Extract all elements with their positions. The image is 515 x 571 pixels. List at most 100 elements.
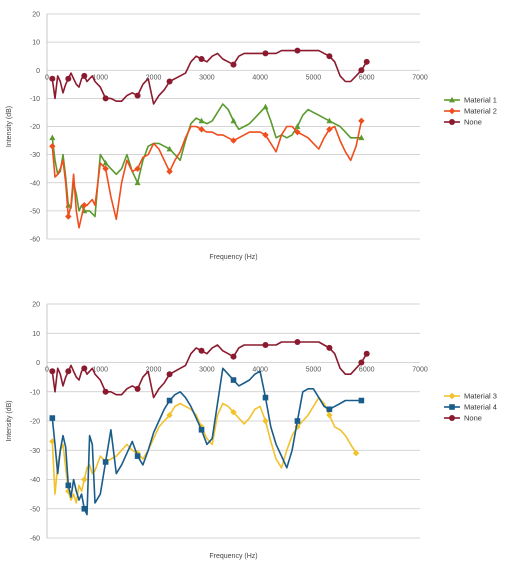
data-point <box>166 411 173 419</box>
data-point <box>65 75 72 82</box>
data-point <box>198 126 205 133</box>
data-point <box>81 202 88 209</box>
legend-label: Material 3 <box>464 392 497 401</box>
legend-marker <box>449 119 455 125</box>
data-point <box>49 75 56 82</box>
x-tick-label: 2000 <box>146 367 162 374</box>
chart-bottom: 20 10 0 -10 -20 -30 -40 -50 -60 0 1000 2000 3000 4000… <box>6 302 497 561</box>
data-point <box>166 168 173 175</box>
y-tick-label: -40 <box>30 477 40 484</box>
legend-marker <box>448 107 456 115</box>
data-point <box>134 92 141 99</box>
data-point <box>166 371 173 378</box>
data-point <box>49 368 56 375</box>
data-point <box>81 476 88 483</box>
x-tick-label: 3000 <box>199 367 215 374</box>
chart-top: 20 10 0 -10 -20 -30 -40 -50 -60 0 1000 2000 3000 4000… <box>6 12 497 262</box>
x-axis-title: Frequency (Hz) <box>209 254 257 261</box>
data-point <box>230 117 237 124</box>
data-point <box>294 47 301 54</box>
data-point <box>363 58 370 65</box>
series-material-4 <box>49 367 365 516</box>
data-point <box>262 394 269 401</box>
x-tick-label: 6000 <box>359 74 375 81</box>
data-point <box>166 78 173 85</box>
series-material-1 <box>49 103 365 218</box>
data-point <box>102 459 109 465</box>
data-point <box>358 359 365 366</box>
legend-marker <box>449 415 455 421</box>
y-tick-label: -30 <box>30 152 40 159</box>
legend-label: Material 2 <box>464 107 497 116</box>
data-point <box>294 128 301 136</box>
legend-label: Material 1 <box>464 96 497 105</box>
data-point <box>230 61 237 68</box>
legend-item: Material 3 <box>444 392 497 401</box>
y-tick-label: -10 <box>30 389 40 396</box>
legend-marker <box>449 404 455 410</box>
legend-marker <box>449 96 455 103</box>
data-point <box>358 134 365 141</box>
y-tick-label: -50 <box>30 506 40 513</box>
data-point <box>102 165 109 172</box>
x-tick-label: 4000 <box>252 367 268 374</box>
data-point <box>262 50 269 57</box>
data-point <box>198 117 205 124</box>
legend-item: Material 1 <box>444 96 497 105</box>
data-point <box>198 56 205 62</box>
data-point <box>49 142 56 150</box>
legend-label: None <box>464 414 482 423</box>
data-point <box>363 350 370 357</box>
series-material-2 <box>49 117 365 229</box>
x-axis-title: Frequency (Hz) <box>209 553 257 560</box>
data-point <box>326 53 333 60</box>
x-tick-label: 5000 <box>306 74 322 81</box>
data-point <box>230 377 237 383</box>
data-point <box>49 438 56 445</box>
series-line <box>51 120 363 229</box>
legend-label: Material 4 <box>464 403 497 412</box>
data-point <box>102 159 109 166</box>
data-point <box>358 397 365 404</box>
data-point <box>81 365 88 372</box>
data-point <box>262 417 269 425</box>
y-tick-label: 0 <box>36 360 40 367</box>
y-tick-label: 10 <box>32 40 40 47</box>
data-point <box>230 409 237 416</box>
data-point <box>326 406 333 413</box>
legend-item: None <box>444 414 482 423</box>
data-point <box>294 339 301 346</box>
x-tick-label: 5000 <box>306 367 322 374</box>
data-point <box>326 117 333 124</box>
data-point <box>134 453 141 459</box>
x-tick-label: 4000 <box>252 74 268 81</box>
data-point <box>230 353 237 360</box>
y-axis-title: Intensity (dB) <box>6 106 13 147</box>
data-point <box>352 449 360 457</box>
data-point <box>262 341 269 348</box>
data-point <box>102 95 109 102</box>
series-line <box>51 367 362 516</box>
data-point <box>166 397 173 404</box>
y-tick-label: -40 <box>30 180 40 187</box>
x-tick-label: 1000 <box>92 367 108 374</box>
data-point <box>49 134 56 141</box>
data-point <box>166 145 173 152</box>
data-point <box>65 482 72 489</box>
x-tick-label: 0 <box>45 74 49 81</box>
legend-item: Material 4 <box>444 403 497 412</box>
data-point <box>326 344 333 351</box>
data-point <box>358 67 365 74</box>
legend-label: None <box>464 118 482 127</box>
legend-marker <box>448 392 456 400</box>
x-tick-label: 1000 <box>92 74 108 81</box>
data-point <box>294 418 301 424</box>
gridlines <box>47 303 420 539</box>
legend: Material 1 Material 2 None <box>444 96 497 127</box>
x-tick-label: 0 <box>45 367 49 374</box>
data-point <box>294 123 301 129</box>
data-point <box>81 72 88 79</box>
y-tick-label: -30 <box>30 448 40 455</box>
series-line <box>51 103 362 218</box>
data-point <box>230 137 237 144</box>
